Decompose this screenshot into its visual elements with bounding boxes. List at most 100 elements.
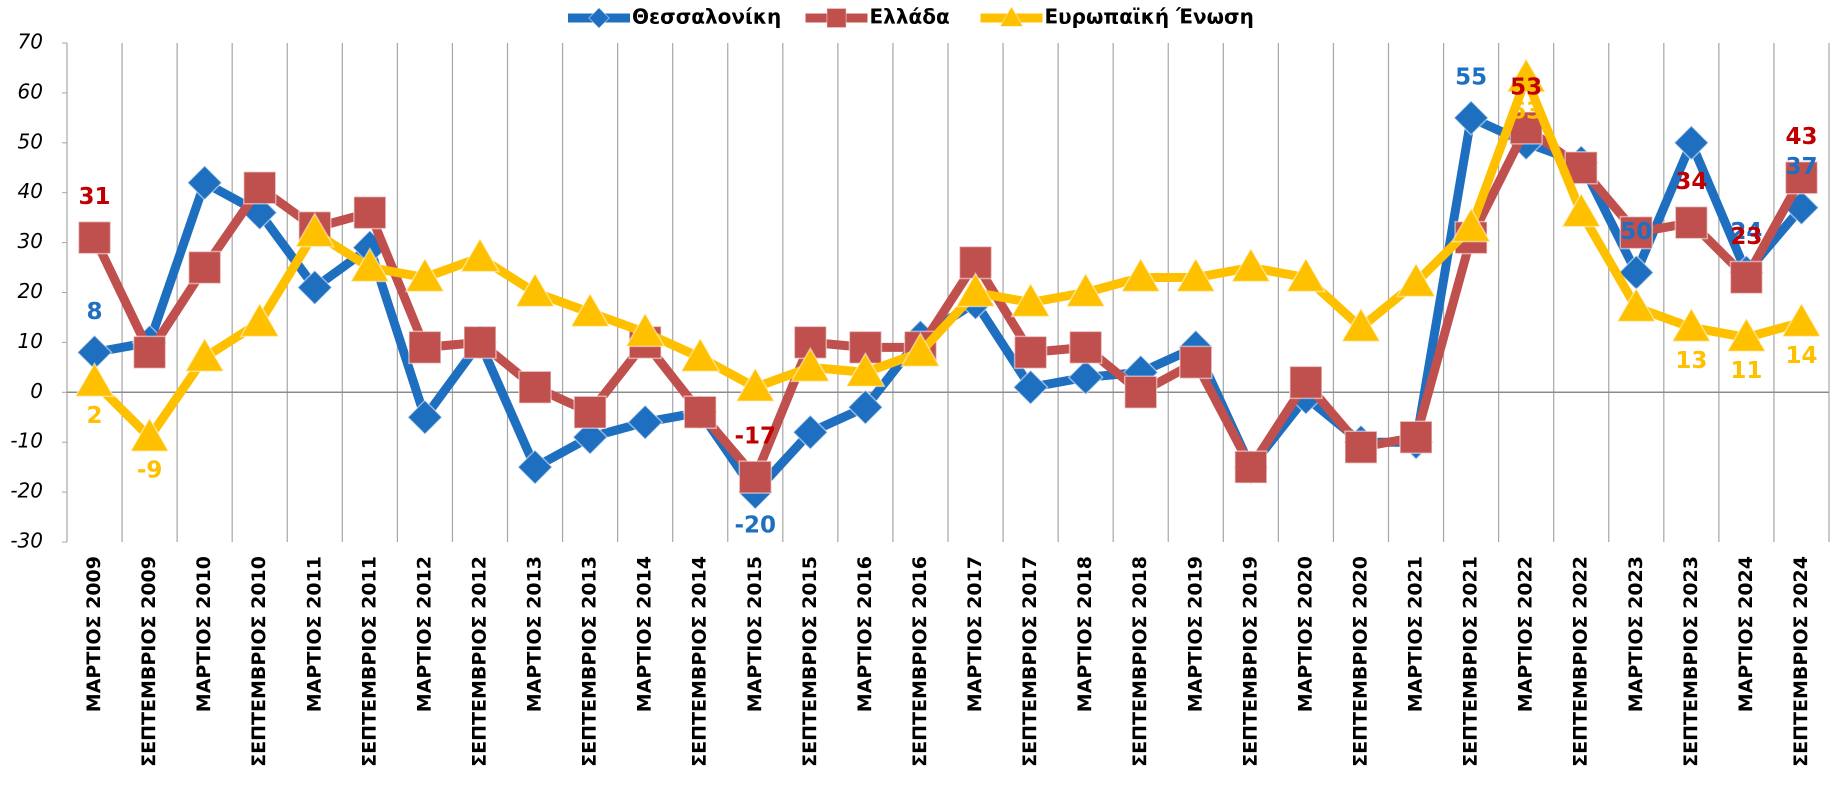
data-label: 43 [1785, 124, 1817, 150]
marker [1560, 192, 1602, 228]
x-tick-label: ΣΕΠΤΕΜΒΡΙΟΣ 2016 [909, 556, 931, 767]
x-tick-label: ΣΕΠΤΕΜΒΡΙΟΣ 2010 [248, 556, 270, 767]
y-tick-label: 10 [18, 329, 43, 353]
x-tick-label: ΣΕΠΤΕΜΒΡΙΟΣ 2013 [579, 556, 601, 767]
x-tick-label: ΣΕΠΤΕΜΒΡΙΟΣ 2012 [468, 556, 490, 767]
marker [1230, 247, 1272, 283]
marker [1067, 359, 1104, 396]
marker [955, 271, 996, 308]
marker [1344, 430, 1378, 464]
marker [1784, 160, 1819, 195]
x-tick-label: ΜΑΡΤΙΟΣ 2024 [1735, 556, 1757, 712]
marker [132, 335, 167, 370]
marker [1450, 207, 1492, 243]
data-label: 14 [1785, 343, 1817, 369]
x-tick-label: ΣΕΠΤΕΜΒΡΙΟΣ 2014 [689, 556, 711, 767]
marker [1123, 375, 1158, 410]
y-tick-label: -20 [10, 479, 43, 503]
marker [349, 247, 391, 283]
series-line [90, 123, 1806, 482]
x-tick-label: ΜΑΡΤΙΟΣ 2020 [1294, 556, 1316, 712]
marker [588, 7, 610, 29]
x-tick-label: ΣΕΠΤΕΜΒΡΙΟΣ 2018 [1129, 556, 1151, 767]
data-label: 37 [1785, 154, 1817, 180]
marker [1671, 306, 1712, 343]
marker [573, 395, 607, 430]
y-tick-label: 30 [18, 229, 43, 253]
x-tick-label: ΣΕΠΤΕΜΒΡΙΟΣ 2019 [1239, 556, 1261, 767]
x-tick-label: ΜΑΡΤΙΟΣ 2011 [303, 556, 325, 712]
marker [296, 269, 333, 306]
marker [514, 271, 556, 308]
x-tick-label: ΣΕΠΤΕΜΒΡΙΟΣ 2011 [358, 556, 380, 767]
data-label: 24 [1730, 219, 1762, 245]
marker [1175, 257, 1217, 293]
marker [793, 325, 828, 360]
legend-label: Ελλάδα [870, 5, 950, 29]
marker [518, 370, 552, 405]
data-label: -20 [735, 513, 777, 539]
x-tick-label: ΜΑΡΤΙΟΣ 2018 [1074, 556, 1096, 712]
marker [847, 389, 884, 426]
data-label: 63 [1510, 98, 1542, 124]
y-tick-label: -10 [10, 429, 43, 453]
x-tick-label: ΜΑΡΤΙΟΣ 2009 [83, 556, 105, 712]
marker [239, 301, 281, 338]
marker [1179, 345, 1213, 380]
y-tick-label: 60 [18, 79, 43, 103]
data-label: 50 [1620, 219, 1652, 245]
marker [1729, 260, 1764, 295]
marker [734, 366, 776, 403]
x-tick-label: ΣΕΠΤΕΜΒΡΙΟΣ 2021 [1460, 556, 1482, 767]
marker [1120, 257, 1162, 293]
marker [679, 336, 721, 373]
x-tick-label: ΣΕΠΤΕΜΒΡΙΟΣ 2020 [1349, 556, 1371, 767]
marker [1065, 271, 1106, 308]
x-tick-label: ΜΑΡΤΙΟΣ 2023 [1625, 556, 1647, 712]
x-tick-label: ΜΑΡΤΙΟΣ 2016 [854, 556, 876, 712]
marker [184, 336, 225, 373]
marker [683, 395, 717, 430]
marker [1453, 99, 1490, 136]
marker [463, 325, 497, 360]
y-tick-label: 40 [18, 179, 43, 203]
marker [1340, 306, 1382, 343]
data-label: 31 [79, 184, 111, 210]
y-tick-label: 20 [18, 279, 43, 303]
marker [569, 291, 611, 328]
marker [845, 351, 886, 388]
x-tick-label: ΣΕΠΤΕΜΒΡΙΟΣ 2015 [799, 556, 821, 767]
marker [404, 257, 446, 293]
marker [408, 330, 442, 365]
marker [1781, 301, 1822, 338]
x-tick-label: ΣΕΠΤΕΜΒΡΙΟΣ 2022 [1570, 556, 1592, 767]
x-tick-label: ΜΑΡΤΙΟΣ 2019 [1184, 556, 1206, 712]
y-tick-label: 0 [30, 379, 43, 403]
marker [1399, 420, 1433, 454]
marker [1013, 335, 1048, 370]
data-label: 23 [1730, 224, 1762, 250]
data-label: 11 [1730, 358, 1762, 384]
data-label: 34 [1675, 169, 1707, 195]
marker [1673, 124, 1710, 161]
x-tick-label: ΜΑΡΤΙΟΣ 2021 [1405, 556, 1427, 712]
marker [1289, 365, 1323, 400]
x-tick-label: ΜΑΡΤΙΟΣ 2010 [193, 556, 215, 712]
marker [1615, 286, 1657, 323]
marker [790, 346, 831, 383]
marker [406, 399, 443, 436]
marker [1068, 330, 1103, 365]
data-label: -17 [735, 424, 777, 450]
marker [1012, 369, 1049, 406]
marker [1726, 316, 1767, 353]
y-tick-label: 70 [18, 30, 43, 54]
marker [999, 5, 1024, 27]
marker [900, 331, 941, 368]
data-label: 53 [1510, 74, 1542, 100]
x-tick-label: ΜΑΡΤΙΟΣ 2012 [413, 556, 435, 712]
x-tick-label: ΜΑΡΤΙΟΣ 2013 [524, 556, 546, 712]
x-tick-label: ΣΕΠΤΕΜΒΡΙΟΣ 2023 [1680, 556, 1702, 767]
marker [459, 237, 501, 273]
marker [516, 449, 554, 486]
